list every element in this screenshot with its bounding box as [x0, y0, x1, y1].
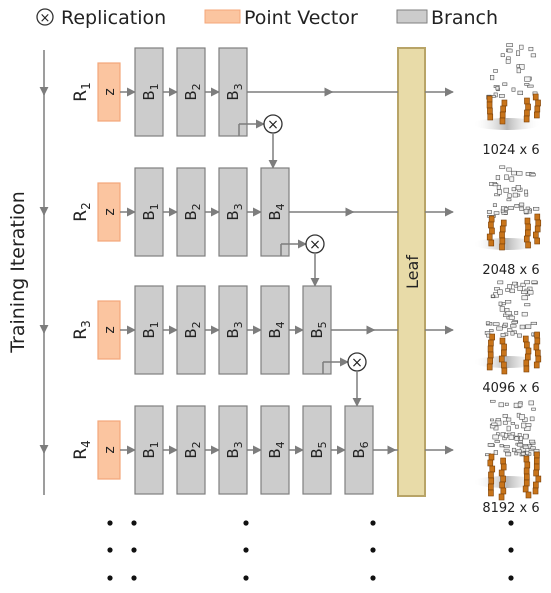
point-vector-label: z — [102, 446, 118, 453]
row-label: R2 — [71, 202, 93, 221]
branch-box — [134, 47, 164, 137]
branch-box — [176, 405, 206, 495]
branch-label: B1 — [140, 441, 161, 458]
branch-legend-label: Branch — [431, 7, 498, 29]
branch-label: B5 — [308, 441, 329, 458]
ellipsis-dot — [508, 520, 514, 526]
ellipsis-dot — [243, 547, 249, 553]
branch-label: B2 — [182, 441, 203, 458]
replication-glyph: × — [351, 355, 363, 371]
point-vector-label: z — [102, 326, 118, 333]
branch-box — [218, 405, 248, 495]
branch-box — [134, 285, 164, 375]
legend: × Replication Point Vector Branch — [36, 7, 498, 29]
branch-label: B1 — [140, 321, 161, 338]
branch-box — [176, 167, 206, 257]
branch-label: B3 — [224, 441, 245, 458]
branch-label: B2 — [182, 321, 203, 338]
ellipsis-dot — [508, 575, 514, 581]
branch-box — [260, 405, 290, 495]
branch-label: B2 — [182, 83, 203, 100]
branch-label: B3 — [224, 203, 245, 220]
branch-label: B1 — [140, 203, 161, 220]
ellipsis-dot — [131, 575, 137, 581]
branch-box — [176, 285, 206, 375]
row-1: R1 z B1 B2 B3 1024 x 6 × — [39, 43, 541, 169]
branch-label: B3 — [224, 83, 245, 100]
branch-label: B4 — [266, 441, 287, 458]
row-4: R4 z B1 B2 B3 B4 B5 B6 8192 x 6 — [39, 399, 542, 516]
output-point-cloud — [473, 165, 542, 251]
branch-box — [218, 285, 248, 375]
replication-legend-label: Replication — [61, 7, 166, 29]
ellipsis-dot — [370, 520, 376, 526]
replication-icon-glyph: × — [40, 11, 51, 26]
row-3: R3 z B1 B2 B3 B4 B5 4096 x 6 × — [39, 280, 542, 407]
training-iteration-label: Training Iteration — [7, 191, 29, 354]
point-vector-label: z — [102, 88, 118, 95]
point-vector-legend-label: Point Vector — [244, 7, 358, 29]
output-point-cloud — [473, 399, 542, 501]
output-size-label: 1024 x 6 — [482, 143, 539, 158]
output-point-cloud — [473, 280, 542, 375]
branch-label: B4 — [266, 203, 287, 220]
branch-box — [218, 167, 248, 257]
branch-label: B1 — [140, 83, 161, 100]
replication-glyph: × — [309, 237, 321, 253]
branch-box — [260, 285, 290, 375]
output-size-label: 4096 x 6 — [482, 381, 539, 396]
ellipsis-dot — [107, 520, 113, 526]
ellipsis-dot — [131, 520, 137, 526]
ellipsis-dot — [131, 547, 137, 553]
leaf-block — [397, 47, 426, 497]
row-label: R1 — [71, 82, 93, 101]
point-vector-swatch — [204, 9, 241, 24]
ellipsis-dot — [107, 575, 113, 581]
branch-box — [302, 285, 332, 375]
row-label: R4 — [71, 440, 93, 459]
branch-label: B5 — [308, 321, 329, 338]
row-2: R2 z B1 B2 B3 B4 2048 x 6 × — [39, 165, 542, 287]
output-size-label: 8192 x 6 — [482, 501, 539, 516]
leaf-label: Leaf — [403, 255, 422, 289]
replication-icon — [36, 8, 54, 26]
branch-label: B6 — [350, 441, 371, 458]
branch-legend: Branch — [396, 7, 498, 29]
ellipsis-dot — [107, 547, 113, 553]
replication-glyph: × — [267, 117, 279, 133]
ellipsis-dot — [370, 575, 376, 581]
output-point-cloud — [473, 43, 541, 130]
ellipsis-dot — [508, 547, 514, 553]
ellipsis-dot — [370, 547, 376, 553]
row-label: R3 — [71, 320, 93, 339]
branch-label: B3 — [224, 321, 245, 338]
branch-box — [302, 405, 332, 495]
branch-box — [260, 167, 290, 257]
point-vector-legend: Point Vector — [204, 7, 358, 29]
branch-swatch — [396, 9, 428, 24]
point-vector-label: z — [102, 208, 118, 215]
replication-legend: × Replication — [36, 7, 166, 29]
branch-label: B2 — [182, 203, 203, 220]
output-size-label: 2048 x 6 — [482, 263, 539, 278]
branch-label: B4 — [266, 321, 287, 338]
ellipsis-dot — [243, 575, 249, 581]
ellipsis-dot — [243, 520, 249, 526]
